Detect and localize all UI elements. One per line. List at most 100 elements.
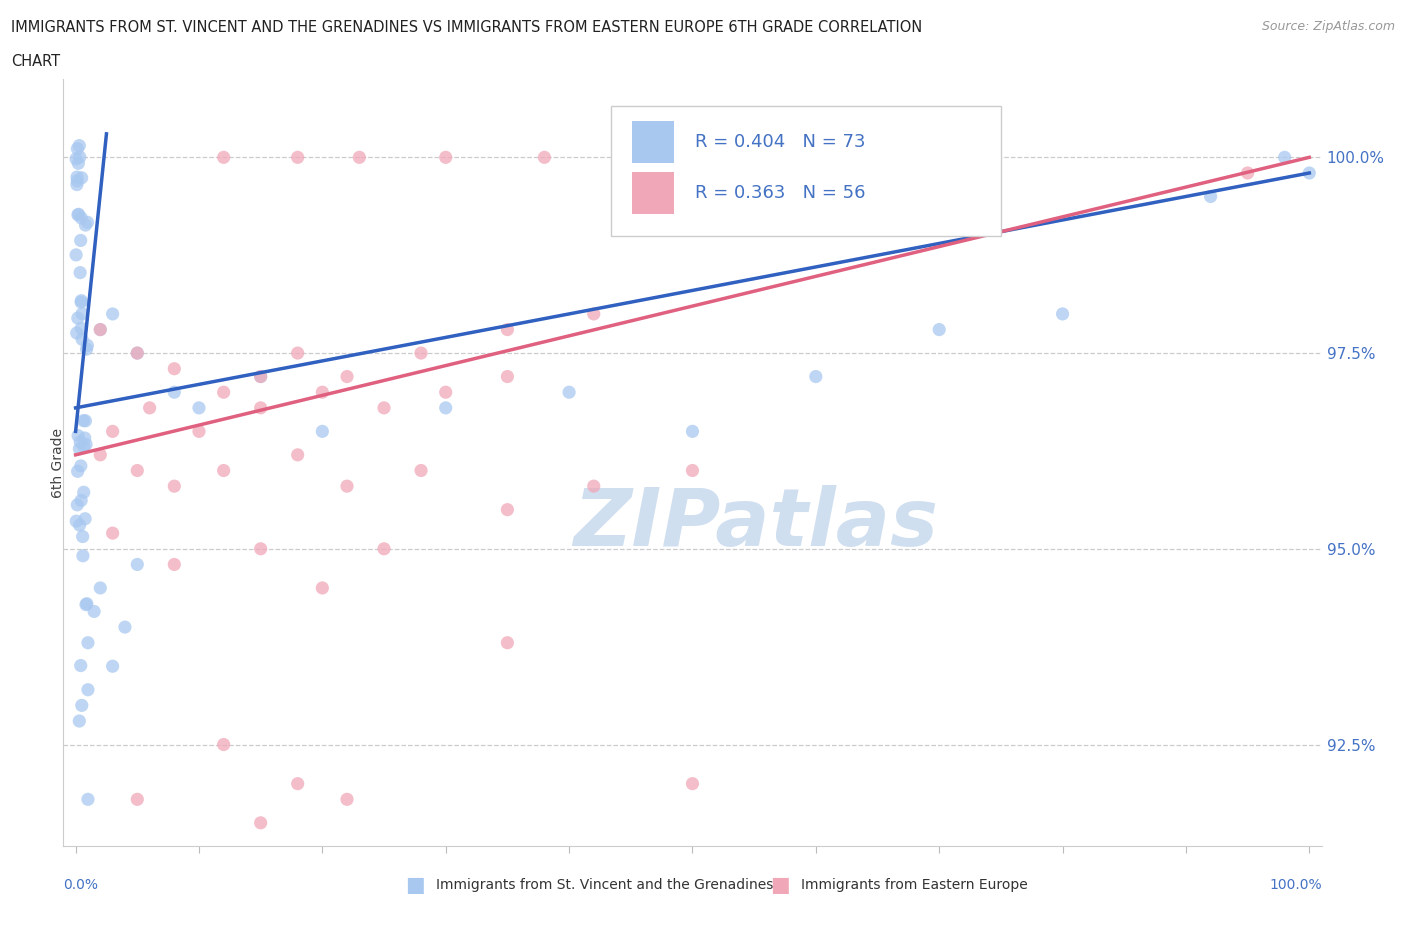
Point [682,463,704,478]
Point [138,401,160,416]
Point [434,401,457,416]
Point [67,713,90,728]
Point [76,596,98,611]
Point [67,139,90,153]
Point [842,150,865,165]
Point [768,150,790,165]
Point [67,428,90,443]
Point [188,424,211,439]
Point [77,683,100,698]
Point [620,150,643,165]
Point [212,737,235,752]
FancyBboxPatch shape [610,106,1001,236]
Point [682,424,704,439]
Point [70,170,93,185]
Point [163,557,186,572]
Point [127,557,149,572]
Point [66,177,89,192]
Point [73,439,96,454]
Point [496,635,519,650]
Point [72,529,94,544]
Point [89,447,111,462]
Point [75,437,97,452]
Point [127,346,149,361]
Point [73,431,96,445]
Point [127,346,149,361]
Point [70,306,93,321]
Point [77,635,100,650]
Point [373,541,395,556]
Point [83,604,105,618]
Point [72,549,94,564]
Point [928,322,950,337]
Point [69,150,91,165]
Point [114,619,136,634]
Text: ZIPatlas: ZIPatlas [572,485,938,563]
Point [75,512,97,526]
Point [66,311,89,325]
Point [70,332,93,347]
Point [582,479,605,494]
Point [496,369,519,384]
Point [1199,189,1222,204]
Point [804,369,827,384]
Point [89,580,111,595]
Point [163,361,186,376]
Point [287,150,309,165]
Point [69,233,91,248]
Point [70,493,93,508]
Point [212,150,235,165]
Y-axis label: 6th Grade: 6th Grade [51,428,65,498]
Point [188,401,211,416]
Point [1274,150,1296,165]
Point [409,463,432,478]
Text: 100.0%: 100.0% [1270,878,1322,893]
Point [311,580,333,595]
Point [101,658,124,673]
Point [558,385,581,400]
Point [287,447,309,462]
Point [76,341,98,356]
Text: CHART: CHART [11,54,60,69]
Point [349,150,371,165]
Point [101,307,124,322]
Point [73,485,96,499]
Point [67,206,90,221]
Point [249,401,271,416]
Point [903,150,925,165]
Point [70,210,93,225]
Point [163,479,186,494]
Point [212,463,235,478]
Point [336,369,359,384]
Point [75,218,97,232]
Point [76,215,98,230]
Point [163,385,186,400]
Point [582,307,605,322]
Point [65,152,87,166]
Text: ■: ■ [770,875,790,896]
Point [89,322,111,337]
Text: Immigrants from Eastern Europe: Immigrants from Eastern Europe [801,878,1028,893]
Point [127,791,149,806]
Point [65,513,87,528]
Point [249,369,271,384]
Point [66,498,89,512]
Point [311,424,333,439]
Point [66,464,89,479]
Text: R = 0.363   N = 56: R = 0.363 N = 56 [695,183,866,202]
Point [66,141,89,156]
Point [682,777,704,791]
Point [496,502,519,517]
Point [69,658,91,673]
Point [434,385,457,400]
Point [66,207,89,222]
Point [409,346,432,361]
Point [101,525,124,540]
Point [249,369,271,384]
Point [65,247,87,262]
Point [496,322,519,337]
Point [66,173,89,188]
Point [127,463,149,478]
Point [212,385,235,400]
Point [77,791,100,806]
